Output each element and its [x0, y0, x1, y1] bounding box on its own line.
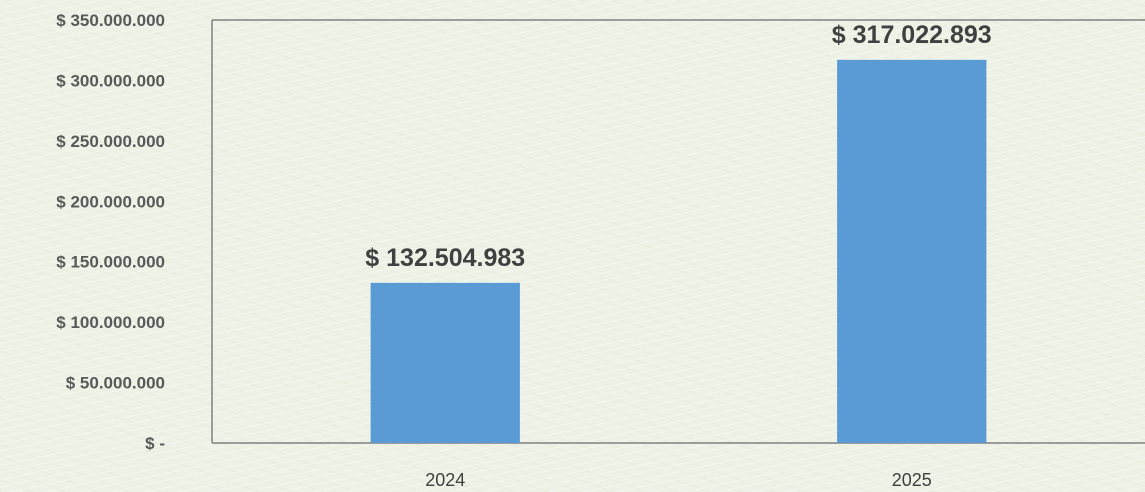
data-label-2024: $ 132.504.983	[365, 244, 525, 272]
y-axis-tick-labels: $ - $ 50.000.000 $ 100.000.000 $ 150.000.00…	[56, 11, 165, 453]
bars-group	[370, 59, 987, 443]
y-tick-label: $ 100.000.000	[56, 313, 165, 332]
y-tick-label: $ 350.000.000	[56, 11, 165, 30]
bar-2024	[370, 282, 520, 443]
y-tick-label: $ 200.000.000	[56, 192, 165, 211]
data-label-2025: $ 317.022.893	[832, 21, 992, 49]
y-tick-label: $ 300.000.000	[56, 71, 165, 90]
y-tick-label: $ 250.000.000	[56, 132, 165, 151]
bar-2025	[837, 59, 987, 443]
x-category-label: 2024	[425, 470, 465, 490]
y-tick-label: $ 50.000.000	[66, 374, 165, 393]
x-axis-category-labels: 2024 2025	[425, 470, 932, 490]
y-tick-label: $ 150.000.000	[56, 253, 165, 272]
y-tick-label: $ -	[145, 434, 165, 453]
data-labels-group: $ 132.504.983 $ 317.022.893	[365, 21, 991, 272]
x-category-label: 2025	[892, 470, 932, 490]
